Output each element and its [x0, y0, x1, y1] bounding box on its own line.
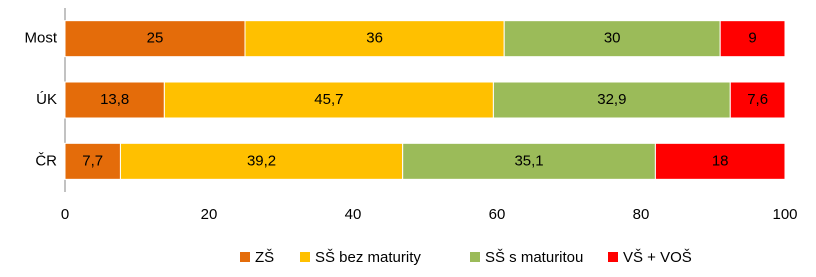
value-label: 13,8 [100, 91, 129, 108]
x-tick-label: 40 [345, 206, 362, 223]
value-label: 9 [748, 30, 756, 47]
legend-label: ZŠ [255, 249, 274, 266]
bar-segment [719, 20, 786, 58]
bar-segment [163, 81, 494, 119]
value-label: 7,7 [82, 152, 103, 169]
bar-segment [729, 81, 786, 119]
y-tick-label: ÚK [36, 91, 57, 108]
x-tick-label: 0 [61, 206, 69, 223]
legend-swatch [470, 252, 480, 262]
bar-segment [119, 142, 404, 180]
bar-segment [402, 142, 656, 180]
bar-segment [64, 142, 121, 180]
y-tick-label: Most [24, 30, 57, 47]
legend-swatch [240, 252, 250, 262]
x-tick-label: 60 [489, 206, 506, 223]
value-label: 30 [604, 30, 621, 47]
value-label: 35,1 [514, 152, 543, 169]
legend-swatch [608, 252, 618, 262]
bar-segment [244, 20, 505, 58]
x-tick-label: 100 [772, 206, 797, 223]
x-tick-label: 20 [201, 206, 218, 223]
bar-segment [503, 20, 721, 58]
value-label: 18 [712, 152, 729, 169]
legend-label: VŠ + VOŠ [623, 249, 692, 266]
legend-label: SŠ bez maturity [315, 249, 421, 266]
value-label: 25 [147, 30, 164, 47]
value-label: 45,7 [314, 91, 343, 108]
value-label: 7,6 [747, 91, 768, 108]
value-label: 36 [366, 30, 383, 47]
legend-label: SŠ s maturitou [485, 249, 583, 266]
value-label: 39,2 [247, 152, 276, 169]
legend-swatch [300, 252, 310, 262]
value-label: 32,9 [597, 91, 626, 108]
x-tick-label: 80 [633, 206, 650, 223]
bar-segment [654, 142, 786, 180]
y-tick-label: ČR [35, 152, 57, 169]
